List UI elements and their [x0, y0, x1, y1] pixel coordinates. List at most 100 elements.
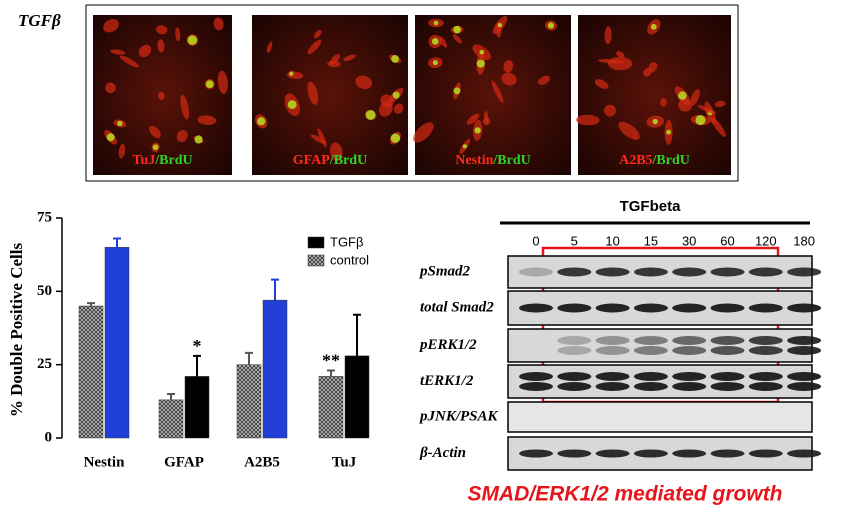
- y-tick-label: 0: [45, 429, 53, 445]
- cell: [330, 54, 341, 65]
- cell: [660, 98, 667, 107]
- image-marker: Nestin: [455, 153, 493, 168]
- blot-band: [519, 372, 553, 381]
- blot-band: [633, 382, 668, 391]
- micrograph: [578, 15, 731, 175]
- cell: [313, 29, 322, 39]
- y-tick-label: 50: [37, 283, 52, 299]
- nucleus: [287, 100, 297, 110]
- blot-band: [633, 336, 668, 345]
- blot-strip: [507, 328, 813, 363]
- error-bar: [113, 237, 121, 248]
- blot-band: [748, 336, 783, 345]
- blot-band: [633, 346, 668, 355]
- blot-band: [633, 303, 668, 313]
- cell: [714, 100, 726, 108]
- nucleus: [678, 91, 687, 100]
- blot-band: [519, 267, 553, 277]
- nucleus: [479, 49, 485, 55]
- bar: [262, 299, 288, 439]
- blot-band: [710, 346, 745, 355]
- blot-band: [672, 267, 707, 277]
- blot-band: [710, 303, 745, 313]
- timepoint: 0: [532, 233, 539, 248]
- nucleus: [547, 22, 555, 29]
- blot-band: [748, 382, 783, 391]
- legend-swatch: [307, 254, 325, 267]
- image-stain: /BrdU: [652, 153, 690, 168]
- x-tick-label: A2B5: [244, 454, 280, 470]
- cell: [466, 113, 480, 125]
- error-bar: [245, 351, 253, 365]
- cell: [138, 44, 152, 58]
- blot-band: [787, 336, 822, 345]
- nucleus: [365, 110, 376, 120]
- blot-band: [557, 372, 592, 381]
- cell: [213, 17, 224, 31]
- image-label: GFAP/BrdU: [293, 153, 367, 168]
- cell: [413, 122, 434, 143]
- blot-band: [672, 336, 707, 345]
- image-marker: A2B5: [619, 153, 652, 168]
- cell: [180, 94, 190, 120]
- blot-title: TGFbeta: [620, 198, 681, 215]
- cell: [355, 75, 373, 90]
- error-bar: [167, 393, 175, 400]
- cell: [604, 26, 612, 45]
- nucleus: [431, 38, 439, 45]
- legend-label: control: [330, 252, 369, 267]
- image-label: A2B5/BrdU: [619, 153, 690, 168]
- cell: [697, 105, 717, 114]
- blot-band: [748, 346, 783, 355]
- blot-band: [672, 449, 707, 458]
- blot-band: [787, 303, 822, 313]
- blot-band: [557, 267, 592, 277]
- cell: [217, 70, 228, 94]
- cell: [452, 34, 462, 44]
- nucleus: [390, 133, 401, 143]
- y-tick-label: 75: [37, 209, 52, 225]
- cell: [149, 125, 161, 139]
- bar: [104, 247, 130, 439]
- nucleus: [152, 144, 159, 151]
- blot-band: [787, 372, 822, 381]
- timepoint: 120: [755, 233, 777, 248]
- blot-band: [672, 382, 707, 391]
- blot-band: [710, 382, 745, 391]
- cell: [119, 55, 139, 68]
- image-marker: GFAP: [293, 153, 331, 168]
- blot-band: [519, 449, 553, 458]
- blot-band: [633, 449, 668, 458]
- cell: [307, 39, 322, 55]
- error-bar: [271, 278, 279, 301]
- y-axis-label: % Double Positive Cells: [7, 242, 26, 417]
- blot-row-label: pSmad2: [418, 263, 471, 279]
- blot-band: [748, 449, 783, 458]
- caption: SMAD/ERK1/2 mediated growth: [467, 483, 782, 506]
- blot-band: [672, 303, 707, 313]
- annotation: *: [193, 336, 202, 356]
- micrograph: [252, 15, 408, 175]
- nucleus: [289, 71, 294, 76]
- x-tick-label: Nestin: [84, 454, 125, 470]
- blot-row-label: tERK1/2: [420, 373, 474, 389]
- nucleus: [497, 22, 503, 28]
- blot-band: [748, 303, 783, 313]
- blot-band: [633, 372, 668, 381]
- timepoint: 30: [682, 233, 696, 248]
- cell: [156, 25, 168, 35]
- blot-band: [519, 303, 553, 313]
- blot-row-label: pJNK/PSAK: [418, 408, 499, 424]
- cell: [176, 130, 188, 142]
- y-tick-label: 25: [37, 356, 52, 372]
- error-bar: [353, 313, 361, 356]
- bar: [236, 364, 262, 439]
- cell: [607, 56, 633, 71]
- cell: [307, 81, 319, 105]
- nucleus: [474, 127, 481, 134]
- blot-band: [595, 346, 630, 355]
- x-tick-label: TuJ: [332, 454, 357, 470]
- blot-band: [748, 267, 783, 277]
- nucleus: [205, 80, 214, 89]
- cell: [439, 36, 448, 48]
